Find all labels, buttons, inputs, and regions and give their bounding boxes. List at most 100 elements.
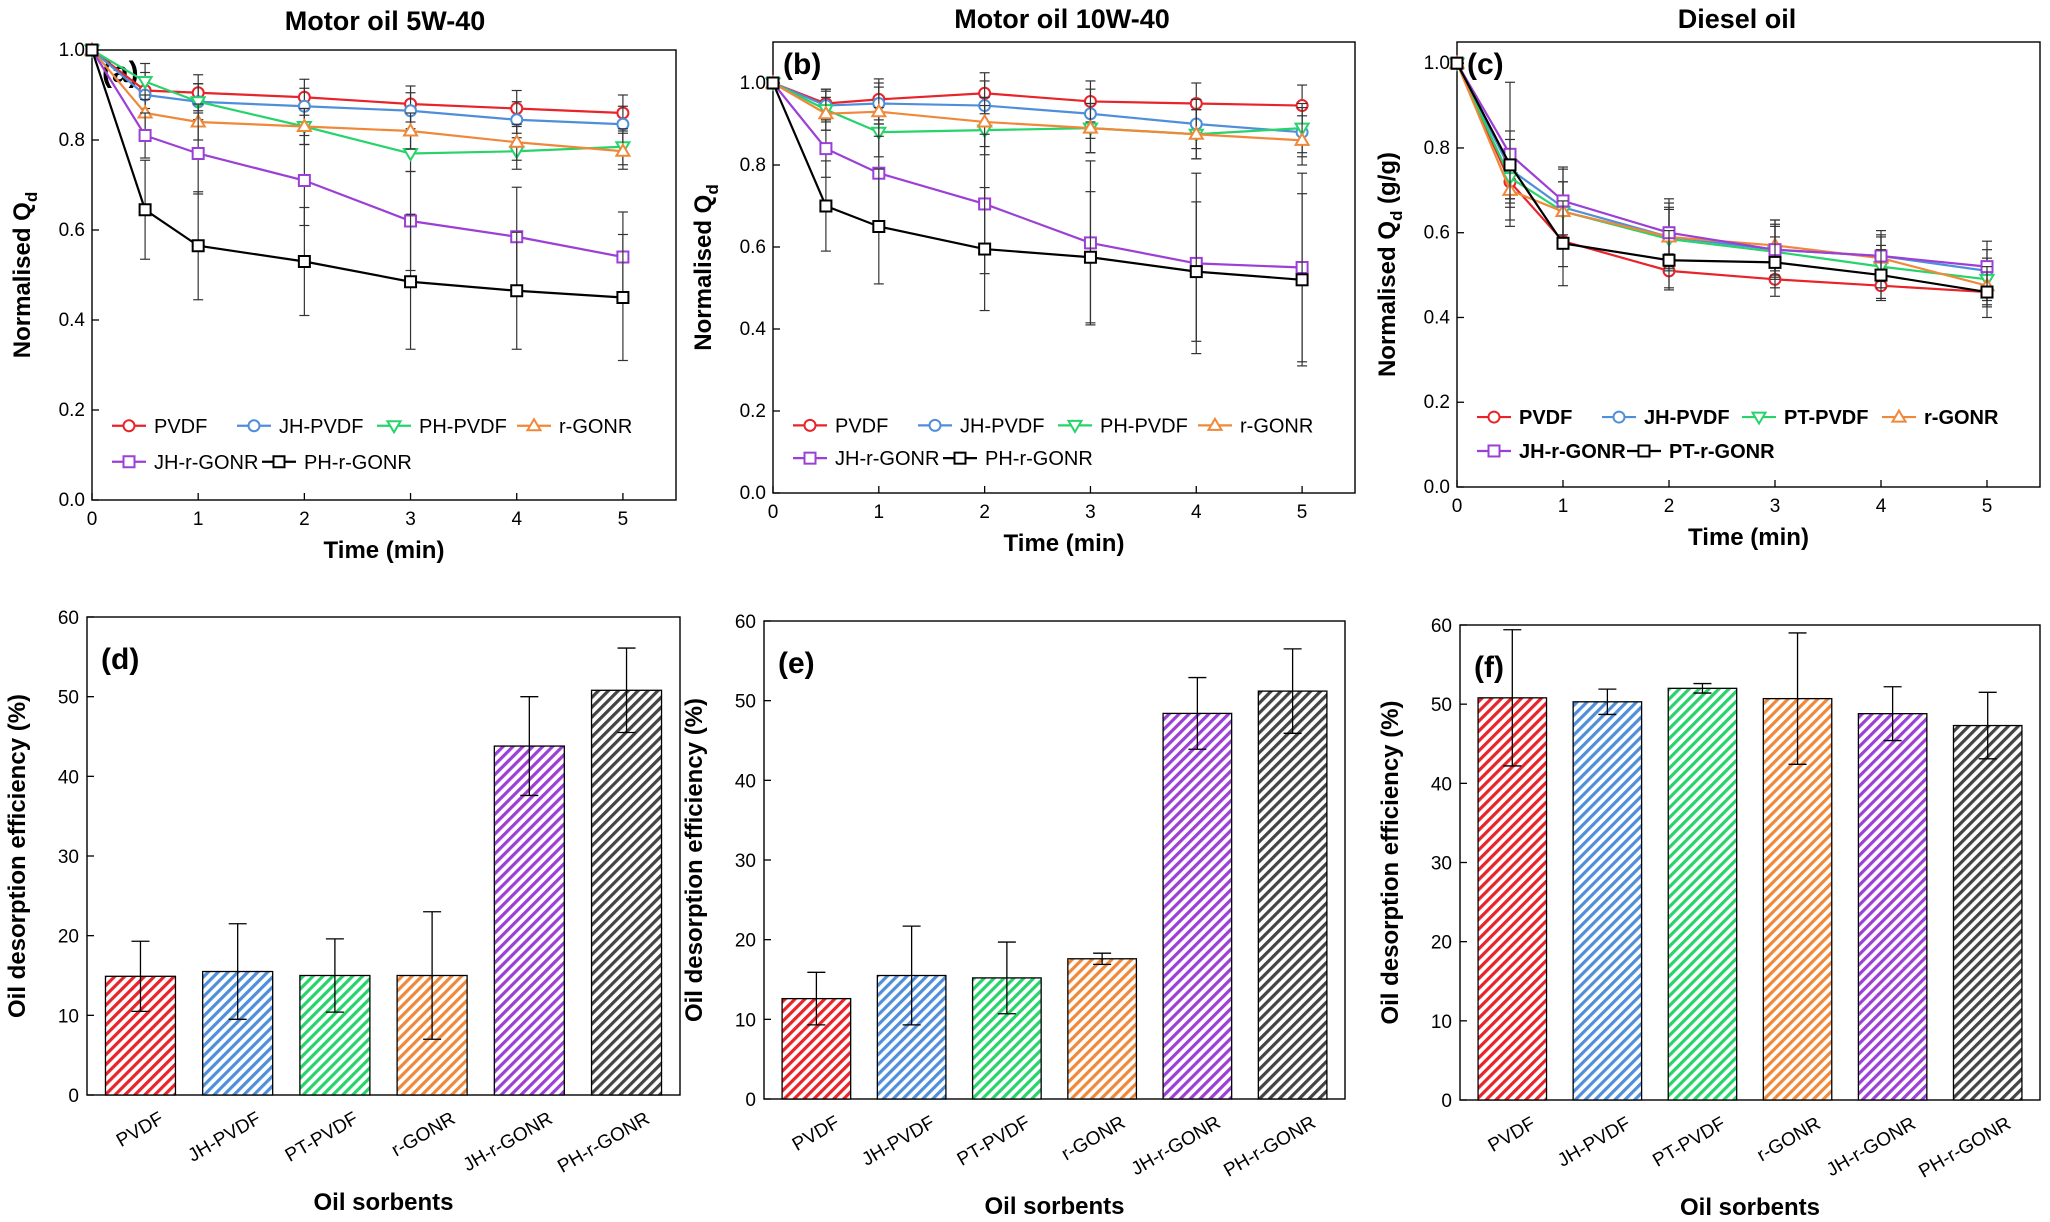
legend-label: PVDF [1519,407,1572,429]
data-point [817,105,835,120]
bar-pt-pvdf: PT-PVDF [1649,682,1738,1172]
x-tick-label: JH-PVDF [185,1108,265,1166]
legend-item-ph-r-gonr: PH-r-GONR [943,448,1093,470]
x-tick-label: 1 [193,509,204,530]
legend-label: PVDF [835,415,888,437]
bar-jh-pvdf: JH-PVDF [1554,688,1643,1172]
y-tick-label: 40 [58,767,79,788]
bar-ph-r-gonr: PH-r-GONR [554,647,663,1178]
series-ph-pvdf [764,77,1311,160]
bar-jh-r-gonr: JH-r-GONR [1823,686,1928,1181]
legend-label: JH-r-GONR [1519,441,1626,463]
bar-pt-pvdf: PT-PVDF [282,938,371,1167]
x-tick-label: 4 [1876,496,1887,517]
x-tick-label: 1 [874,502,885,523]
y-axis-label: Normalised Qd [690,184,722,350]
y-tick-label: 0.6 [1424,223,1450,244]
x-tick-label: 3 [1085,502,1096,523]
legend-label: PH-r-GONR [304,452,412,474]
panel-label: (e) [778,647,815,680]
x-axis-label: Time (min) [324,537,445,564]
plot-frame [91,49,677,501]
y-tick-label: 40 [1431,774,1452,795]
legend-item-ph-r-gonr: PH-r-GONR [262,452,412,474]
data-point [870,103,888,118]
data-point [85,43,99,57]
chart-f: (f) 0 10 20 30 40 50 60 Oil desorption efficienc… [1377,616,2041,1221]
series-pvdf [1450,56,1994,306]
y-tick-label: 60 [735,612,756,633]
x-tick-label: PT-PVDF [282,1108,362,1166]
chart-c: Diesel oil (c) 0 1 2 3 4 5 0.0 0.2 0.4 0.6 0.8 1.0 Tim… [1374,4,2041,551]
data-point [508,133,525,148]
legend-label: JH-r-GONR [835,448,939,470]
x-tick-label: 2 [299,509,310,530]
y-axis-label: Normalised Qd (g/g) [1374,152,1406,377]
data-point [1556,236,1570,250]
x-tick-label: r-GONR [1058,1112,1129,1165]
y-axis-label: Normalised Qd [9,192,41,358]
legend: PVDF JH-PVDF PH-PVDF r-GONR JH-r-GONR PH-r-GO… [793,415,1313,470]
bar [590,689,663,1096]
x-tick-label: 3 [1770,496,1781,517]
data-point [819,142,833,156]
chart-b: Motor oil 10W-40 (b) 0 1 2 3 4 5 0.0 0.2 0.4 0.6 0.8… [690,4,1356,557]
data-point [1293,131,1311,146]
y-axis-label: Oil desorption efficiency (%) [681,698,708,1022]
data-point [1450,56,1464,70]
y-tick-label: 0 [745,1090,756,1111]
y-tick-label: 0.0 [1424,477,1450,498]
series-line [91,49,624,259]
data-point [614,142,632,157]
series-line [91,49,623,155]
legend-marker [122,419,136,433]
bar-pt-pvdf: PT-PVDF [954,941,1042,1171]
x-tick-label: 2 [979,502,990,523]
series-line [1456,62,1988,268]
bar-ph-r-gonr: PH-r-GONR [1220,648,1328,1182]
legend-marker [525,417,543,432]
legend-item-ph-pvdf: PH-PVDF [1058,415,1188,437]
data-point [1980,285,1994,299]
bar [493,745,565,1096]
panel-label: (c) [1467,48,1504,81]
legend-label: PH-r-GONR [985,448,1093,470]
legend-label: JH-PVDF [1644,407,1730,429]
data-point [510,113,524,127]
y-axis-label: Oil desorption efficiency (%) [1377,700,1404,1024]
chart-title: Motor oil 10W-40 [954,4,1169,34]
y-tick-label: 0.6 [740,237,766,258]
x-tick-label: PVDF [1485,1113,1539,1157]
x-axis-label: Oil sorbents [313,1189,453,1216]
x-tick-label: 5 [618,509,629,530]
y-tick-label: 0.6 [59,220,85,241]
legend-label: PT-PVDF [1784,407,1868,429]
y-tick-label: 30 [58,847,79,868]
bar-r-gonr: r-GONR [388,911,468,1161]
legend-label: r-GONR [1240,415,1313,437]
legend-item-r-gonr: r-GONR [1882,407,1999,429]
data-point [189,96,207,111]
series-ph-r-gonr [85,43,630,362]
y-tick-label: 10 [735,1010,756,1031]
y-tick-label: 30 [735,851,756,872]
legend-label: PT-r-GONR [1669,441,1775,463]
bar [1667,687,1738,1101]
x-tick-label: JH-r-GONR [1128,1112,1224,1180]
x-tick-label: 0 [1452,496,1463,517]
legend-item-jh-r-gonr: JH-r-GONR [112,452,258,474]
x-tick-label: PVDF [789,1112,843,1156]
y-tick-label: 0.2 [740,401,766,422]
y-tick-label: 1.0 [59,40,85,61]
y-tick-label: 0.4 [59,310,86,331]
y-tick-label: 20 [1431,933,1452,954]
y-axis-label: Oil desorption efficiency (%) [4,694,31,1018]
data-point [872,220,886,233]
legend-label: JH-r-GONR [154,452,258,474]
legend-label: JH-PVDF [960,415,1044,437]
legend-marker [928,418,942,432]
y-tick-label: 60 [1431,616,1452,637]
bar [1857,713,1928,1101]
legend-label: r-GONR [559,416,632,438]
data-point [976,113,993,128]
